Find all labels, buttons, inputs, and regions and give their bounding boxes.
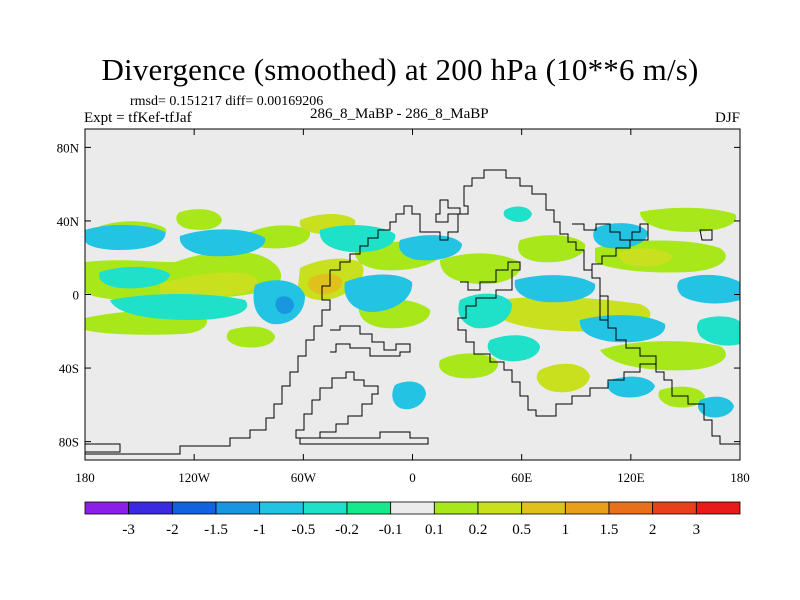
colorbar-label: -3: [122, 522, 135, 538]
continent-outlines: [85, 169, 740, 455]
y-tick-label: 40N: [57, 214, 80, 229]
coastline: [85, 443, 121, 453]
negative-region: [398, 235, 462, 261]
negative-region: [344, 274, 413, 312]
colorbar-label: -0.1: [379, 522, 403, 538]
colorbar-label: -1: [253, 522, 266, 538]
colorbar-swatch: [695, 501, 741, 515]
divergence-field: [85, 206, 740, 418]
map-title: Divergence (smoothed) at 200 hPa (10**6 …: [101, 52, 699, 87]
negative-region: [110, 294, 248, 320]
positive-region: [536, 363, 590, 393]
x-tick-label: 0: [409, 470, 416, 485]
latitude-axis: 80N 40N 0 40S 80S: [57, 140, 740, 450]
y-tick-label: 0: [73, 288, 80, 303]
colorbar-label: 2: [649, 522, 657, 538]
x-tick-label: 120E: [617, 470, 645, 485]
negative-region: [579, 315, 666, 343]
negative-region: [677, 274, 740, 304]
negative-region: [275, 296, 294, 314]
colorbar-swatch: [171, 501, 217, 515]
colorbar-swatch: [302, 501, 348, 515]
negative-region: [319, 225, 396, 253]
y-tick-label: 80S: [59, 435, 79, 450]
coastline: [299, 431, 429, 445]
positive-region: [658, 386, 705, 408]
colorbar-swatch: [652, 501, 697, 515]
negative-region: [503, 206, 532, 222]
colorbar: -3 -2 -1.5 -1 -0.5 -0.2 -0.1 0.1 0.2 0.5 1 1.5 2 3: [84, 501, 741, 538]
x-tick-label: 60W: [291, 470, 317, 485]
negative-region: [514, 275, 596, 303]
coastline: [330, 169, 740, 445]
negative-region: [99, 266, 170, 289]
coastline: [572, 223, 649, 276]
negative-region: [593, 223, 648, 249]
coastline: [699, 229, 713, 241]
longitude-axis: 180 120W 60W 0 60E 120E 180: [75, 129, 750, 485]
colorbar-label: -0.2: [335, 522, 359, 538]
positive-region: [308, 273, 343, 295]
positive-region: [226, 326, 275, 348]
coastline: [435, 199, 461, 223]
positive-region: [176, 209, 222, 230]
negative-region: [458, 293, 512, 329]
positive-region: [440, 253, 521, 285]
colorbar-swatch: [521, 501, 566, 515]
y-tick-label: 80N: [57, 140, 80, 155]
coastline: [295, 371, 379, 439]
y-tick-label: 40S: [59, 361, 79, 376]
positive-region: [618, 248, 672, 267]
positive-region: [439, 353, 499, 379]
x-tick-label: 180: [75, 470, 95, 485]
negative-region: [392, 381, 426, 410]
colorbar-swatch: [433, 501, 479, 515]
cases-label: 286_8_MaBP - 286_8_MaBP: [310, 106, 489, 122]
negative-region: [85, 224, 166, 250]
negative-region: [697, 316, 740, 346]
coastline: [457, 261, 656, 417]
colorbar-swatch: [390, 501, 435, 515]
positive-region: [640, 207, 737, 232]
coastline: [85, 270, 331, 455]
positive-region: [160, 272, 258, 297]
stats-line: rmsd= 0.151217 diff= 0.00169206: [130, 94, 324, 109]
negative-region: [607, 376, 655, 398]
colorbar-label: -1.5: [204, 522, 228, 538]
colorbar-label: 3: [693, 522, 701, 538]
colorbar-swatch: [84, 501, 130, 515]
experiment-label: Expt = tfKef-tfJaf: [84, 110, 192, 126]
colorbar-swatch: [346, 501, 392, 515]
colorbar-label: 0.2: [469, 522, 488, 538]
colorbar-label: -2: [166, 522, 179, 538]
colorbar-swatch: [608, 501, 654, 515]
colorbar-label: 0.5: [512, 522, 531, 538]
negative-region: [698, 396, 734, 418]
x-tick-label: 60E: [511, 470, 532, 485]
season-label: DJF: [714, 110, 740, 126]
coastline: [600, 295, 609, 320]
negative-region: [179, 229, 266, 257]
negative-region: [487, 335, 540, 362]
x-tick-label: 180: [730, 470, 750, 485]
colorbar-swatch: [259, 501, 304, 515]
coastline: [330, 325, 411, 357]
colorbar-swatch: [215, 501, 261, 515]
colorbar-label: -0.5: [291, 522, 315, 538]
x-tick-label: 120W: [178, 470, 211, 485]
colorbar-swatch: [564, 501, 610, 515]
colorbar-label: 1.5: [600, 522, 619, 538]
colorbar-label: 0.1: [425, 522, 444, 538]
colorbar-swatch: [128, 501, 173, 515]
colorbar-swatch: [477, 501, 523, 515]
colorbar-label: 1: [562, 522, 570, 538]
